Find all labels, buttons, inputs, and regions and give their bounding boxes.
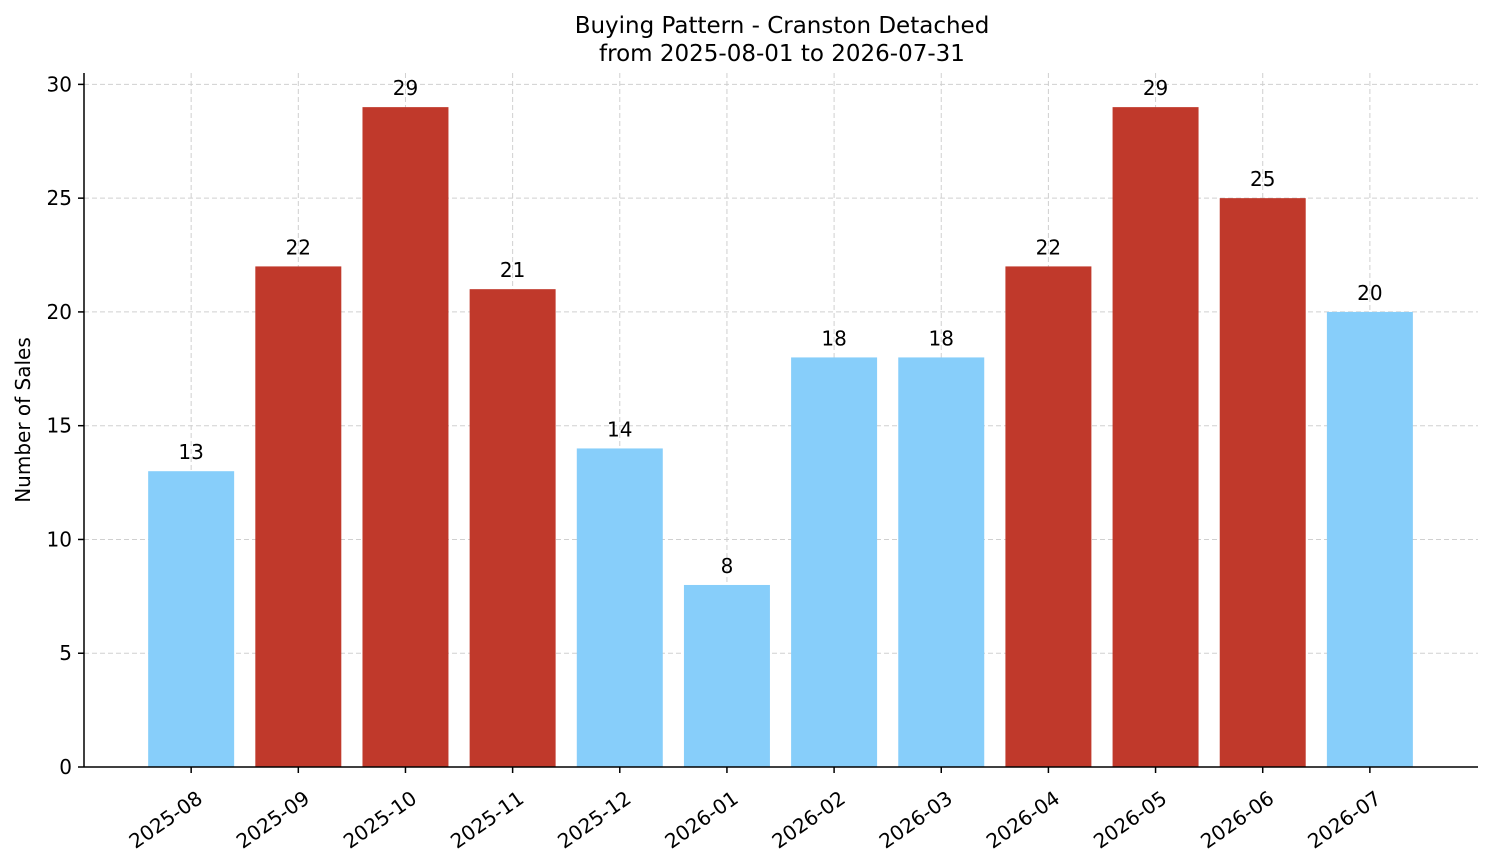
y-tick-label: 20	[47, 300, 72, 324]
x-tick-label: 2026-04	[982, 786, 1064, 854]
bar	[1112, 107, 1199, 767]
y-tick-label: 30	[47, 72, 72, 96]
value-label: 21	[500, 258, 525, 282]
bar	[148, 471, 235, 767]
x-tick-label: 2026-06	[1196, 786, 1278, 854]
value-label: 29	[1143, 76, 1168, 100]
x-tick-label: 2026-02	[767, 786, 849, 854]
y-tick-label: 15	[47, 414, 72, 438]
y-axis-label: Number of Sales	[11, 337, 35, 503]
chart-title: Buying Pattern - Cranston Detached	[575, 13, 990, 39]
y-tick-label: 10	[47, 527, 72, 551]
chart-subtitle: from 2025-08-01 to 2026-07-31	[599, 41, 965, 67]
x-tick-label: 2026-05	[1089, 786, 1171, 854]
bar	[469, 289, 556, 767]
value-label: 14	[607, 417, 632, 441]
x-tick-label: 2025-08	[125, 786, 207, 854]
x-tick-label: 2025-12	[553, 786, 635, 854]
bar	[683, 584, 770, 767]
value-label: 18	[821, 326, 846, 350]
x-tick-label: 2026-03	[875, 786, 957, 854]
value-label: 20	[1357, 281, 1382, 305]
bar	[362, 107, 449, 767]
value-label: 18	[929, 326, 954, 350]
bar	[1005, 266, 1092, 767]
x-tick-label: 2026-07	[1303, 786, 1385, 854]
y-tick-label: 5	[59, 641, 72, 665]
x-tick-label: 2025-10	[339, 786, 421, 854]
y-tick-label: 0	[59, 755, 72, 779]
bar	[898, 357, 985, 767]
bar	[1219, 198, 1306, 768]
x-tick-label: 2026-01	[660, 786, 742, 854]
value-label: 29	[393, 76, 418, 100]
value-label: 22	[286, 235, 311, 259]
bar	[791, 357, 878, 767]
y-tick-label: 25	[47, 186, 72, 210]
x-tick-label: 2025-11	[446, 786, 528, 854]
value-label: 13	[178, 440, 203, 464]
value-label: 8	[721, 554, 734, 578]
bar	[576, 448, 663, 767]
value-label: 22	[1036, 235, 1061, 259]
value-label: 25	[1250, 167, 1275, 191]
x-tick-label: 2025-09	[232, 786, 314, 854]
bar	[255, 266, 342, 767]
bar	[1326, 311, 1413, 767]
